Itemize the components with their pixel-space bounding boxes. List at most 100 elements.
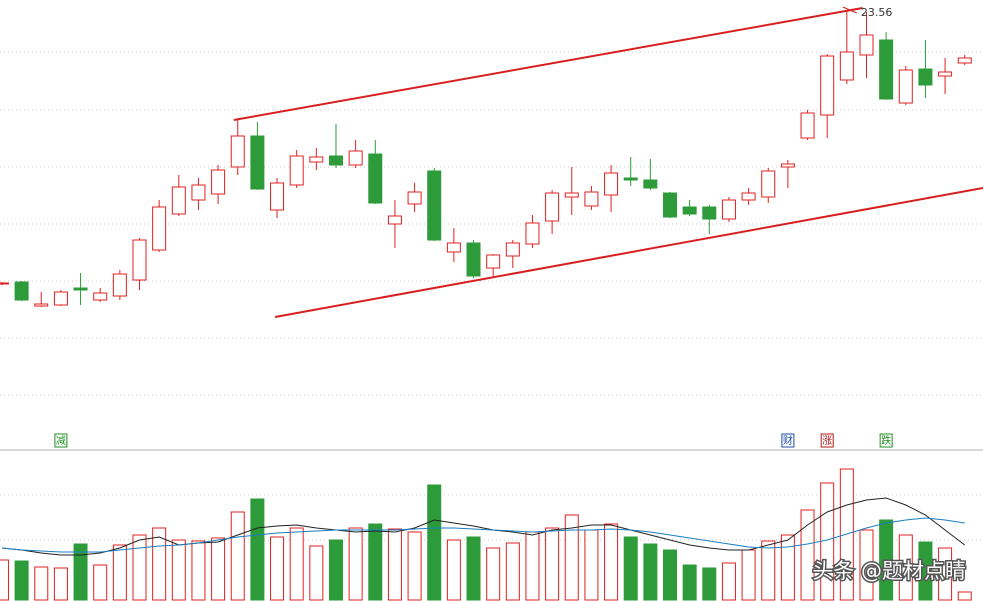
event-marker: 跌 — [881, 434, 891, 447]
candle-body — [191, 184, 206, 201]
candle-body — [328, 155, 343, 166]
candle-body — [427, 170, 442, 241]
candle-body — [73, 287, 88, 291]
candle-body — [446, 242, 461, 253]
volume-bar — [721, 562, 736, 601]
volume-bar — [211, 537, 226, 601]
candle-body — [14, 281, 29, 301]
event-marker-box — [879, 433, 893, 448]
volume-bar — [702, 567, 717, 601]
candle-body — [53, 291, 68, 306]
candle-body — [250, 135, 265, 190]
candle-body — [270, 182, 285, 211]
volume-bar — [918, 541, 933, 601]
trend-line — [274, 187, 983, 318]
volume-bar — [230, 511, 245, 601]
volume-bar — [407, 531, 422, 601]
volume-bar — [486, 547, 501, 601]
event-marker-box — [820, 433, 834, 448]
volume-bar — [250, 498, 265, 601]
volume-bar — [53, 567, 68, 601]
candle-body — [407, 191, 422, 205]
volume-bar — [505, 542, 520, 601]
volume-bar — [93, 564, 108, 601]
volume-bar — [348, 527, 363, 601]
candle-body — [545, 192, 560, 222]
candle-body — [604, 172, 619, 196]
candle-body — [289, 155, 304, 186]
volume-bar — [938, 547, 953, 601]
volume-bar — [191, 540, 206, 601]
candle-body — [898, 69, 913, 104]
candle-body — [741, 192, 756, 201]
volume-bar — [73, 543, 88, 601]
volume-bar — [14, 560, 29, 601]
candle-body — [938, 71, 953, 77]
volume-bar — [780, 534, 795, 601]
candle-body — [132, 239, 147, 281]
volume-bar — [0, 559, 9, 601]
volume-bar — [643, 543, 658, 601]
candle-body — [780, 163, 795, 168]
event-marker: 涨 — [822, 435, 832, 447]
volume-ma-line — [1, 497, 966, 556]
volume-bar — [466, 536, 481, 601]
candle-body — [584, 191, 599, 207]
volume-bar — [623, 536, 638, 601]
candle-body — [918, 68, 933, 86]
volume-bar — [604, 523, 619, 601]
candle-body — [505, 242, 520, 257]
candle-body — [957, 57, 972, 64]
candle-body — [820, 55, 835, 116]
annotation-label: 23.56 — [861, 6, 893, 19]
event-marker: 财 — [783, 434, 793, 447]
candle-body — [152, 206, 167, 251]
candle-body — [702, 206, 717, 220]
candle-body — [112, 273, 127, 297]
volume-bar — [328, 539, 343, 601]
volume-bar — [34, 566, 49, 601]
volume-bar — [427, 484, 442, 601]
watermark: 头条 @题材点睛 — [812, 559, 966, 583]
volume-bar — [270, 536, 285, 601]
candle-body — [721, 199, 736, 220]
candle-body — [0, 282, 9, 285]
candle-body — [348, 150, 363, 166]
volume-bar — [898, 534, 913, 601]
volume-bar — [663, 549, 678, 601]
volume-bar — [525, 531, 540, 601]
volume-bar — [289, 527, 304, 601]
candle-body — [466, 242, 481, 277]
candle-body — [623, 177, 638, 181]
candle-body — [643, 179, 658, 189]
annotation-pointer — [842, 6, 858, 14]
candle-body — [309, 156, 324, 163]
candle-body — [682, 206, 697, 215]
candle-body — [761, 170, 776, 198]
candle-body — [859, 34, 874, 56]
candle-body — [34, 303, 49, 307]
volume-bar — [682, 564, 697, 601]
volume-bar — [564, 514, 579, 601]
volume-bar — [761, 540, 776, 601]
volume-ma-line — [1, 517, 965, 553]
candle-body — [486, 254, 501, 269]
volume-bar — [859, 529, 874, 601]
candle-body — [839, 51, 854, 81]
volume-bar — [132, 534, 147, 601]
event-marker: 减 — [56, 435, 66, 447]
volume-bar — [545, 527, 560, 601]
candle-body — [93, 292, 108, 301]
volume-bar — [879, 519, 894, 601]
volume-bar — [584, 529, 599, 601]
volume-bar — [957, 591, 972, 601]
event-marker-box — [781, 433, 795, 448]
volume-bar — [112, 544, 127, 601]
volume-bar — [368, 523, 383, 601]
candle-body — [663, 192, 678, 218]
candle-body — [800, 112, 815, 139]
candle-body — [230, 135, 245, 168]
candle-body — [171, 186, 186, 215]
volume-bar — [446, 539, 461, 601]
